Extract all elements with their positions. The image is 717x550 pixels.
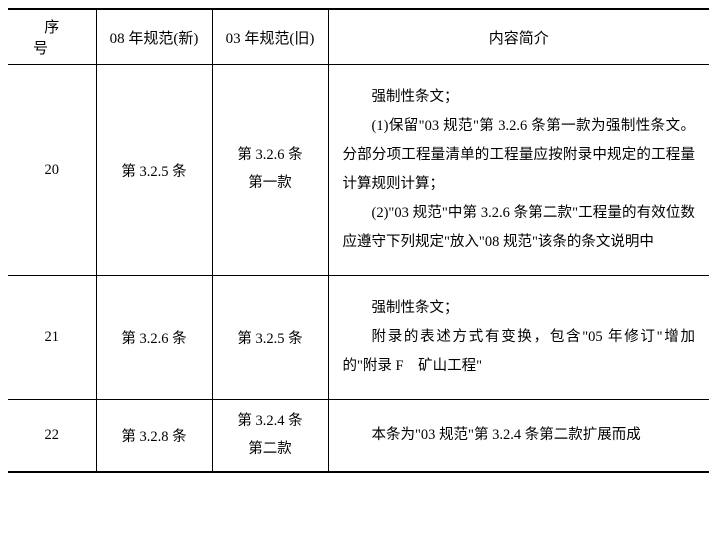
- cell-new-spec: 第 3.2.5 条: [96, 65, 212, 276]
- cell-seq: 20: [8, 65, 96, 276]
- cell-new-spec: 第 3.2.6 条: [96, 276, 212, 400]
- cell-desc: 本条为"03 规范"第 3.2.4 条第二款扩展而成: [328, 400, 709, 473]
- table-row: 22 第 3.2.8 条 第 3.2.4 条 第二款 本条为"03 规范"第 3…: [8, 400, 709, 473]
- desc-content: 本条为"03 规范"第 3.2.4 条第二款扩展而成: [335, 411, 704, 460]
- desc-paragraph: 强制性条文；: [343, 294, 696, 323]
- old-spec-line2: 第二款: [219, 436, 322, 464]
- cell-old-spec: 第 3.2.6 条 第一款: [212, 65, 328, 276]
- cell-old-spec: 第 3.2.5 条: [212, 276, 328, 400]
- cell-seq: 21: [8, 276, 96, 400]
- desc-content: 强制性条文； 附录的表述方式有变换，包含"05 年修订"增加的"附录 F 矿山工…: [335, 284, 704, 391]
- header-seq: 序号: [8, 9, 96, 65]
- desc-paragraph: 本条为"03 规范"第 3.2.4 条第二款扩展而成: [343, 421, 696, 450]
- cell-old-spec: 第 3.2.4 条 第二款: [212, 400, 328, 473]
- cell-desc: 强制性条文； (1)保留"03 规范"第 3.2.6 条第一款为强制性条文。分部…: [328, 65, 709, 276]
- header-old-spec: 03 年规范(旧): [212, 9, 328, 65]
- cell-new-spec: 第 3.2.8 条: [96, 400, 212, 473]
- spec-comparison-table: 序号 08 年规范(新) 03 年规范(旧) 内容简介 20 第 3.2.5 条…: [8, 8, 709, 473]
- cell-seq: 22: [8, 400, 96, 473]
- desc-content: 强制性条文； (1)保留"03 规范"第 3.2.6 条第一款为强制性条文。分部…: [335, 73, 704, 267]
- desc-paragraph: 附录的表述方式有变换，包含"05 年修订"增加的"附录 F 矿山工程": [343, 323, 696, 381]
- table-row: 20 第 3.2.5 条 第 3.2.6 条 第一款 强制性条文； (1)保留"…: [8, 65, 709, 276]
- header-seq-text: 序号: [22, 20, 82, 57]
- table-header-row: 序号 08 年规范(新) 03 年规范(旧) 内容简介: [8, 9, 709, 65]
- old-spec-line1: 第 3.2.4 条: [219, 408, 322, 436]
- cell-desc: 强制性条文； 附录的表述方式有变换，包含"05 年修订"增加的"附录 F 矿山工…: [328, 276, 709, 400]
- desc-paragraph: (1)保留"03 规范"第 3.2.6 条第一款为强制性条文。分部分项工程量清单…: [343, 112, 696, 199]
- header-new-spec: 08 年规范(新): [96, 9, 212, 65]
- old-spec-line2: 第一款: [219, 170, 322, 198]
- desc-paragraph: 强制性条文；: [343, 83, 696, 112]
- old-spec-line1: 第 3.2.6 条: [219, 142, 322, 170]
- desc-paragraph: (2)"03 规范"中第 3.2.6 条第二款"工程量的有效位数应遵守下列规定"…: [343, 199, 696, 257]
- table-row: 21 第 3.2.6 条 第 3.2.5 条 强制性条文； 附录的表述方式有变换…: [8, 276, 709, 400]
- header-desc: 内容简介: [328, 9, 709, 65]
